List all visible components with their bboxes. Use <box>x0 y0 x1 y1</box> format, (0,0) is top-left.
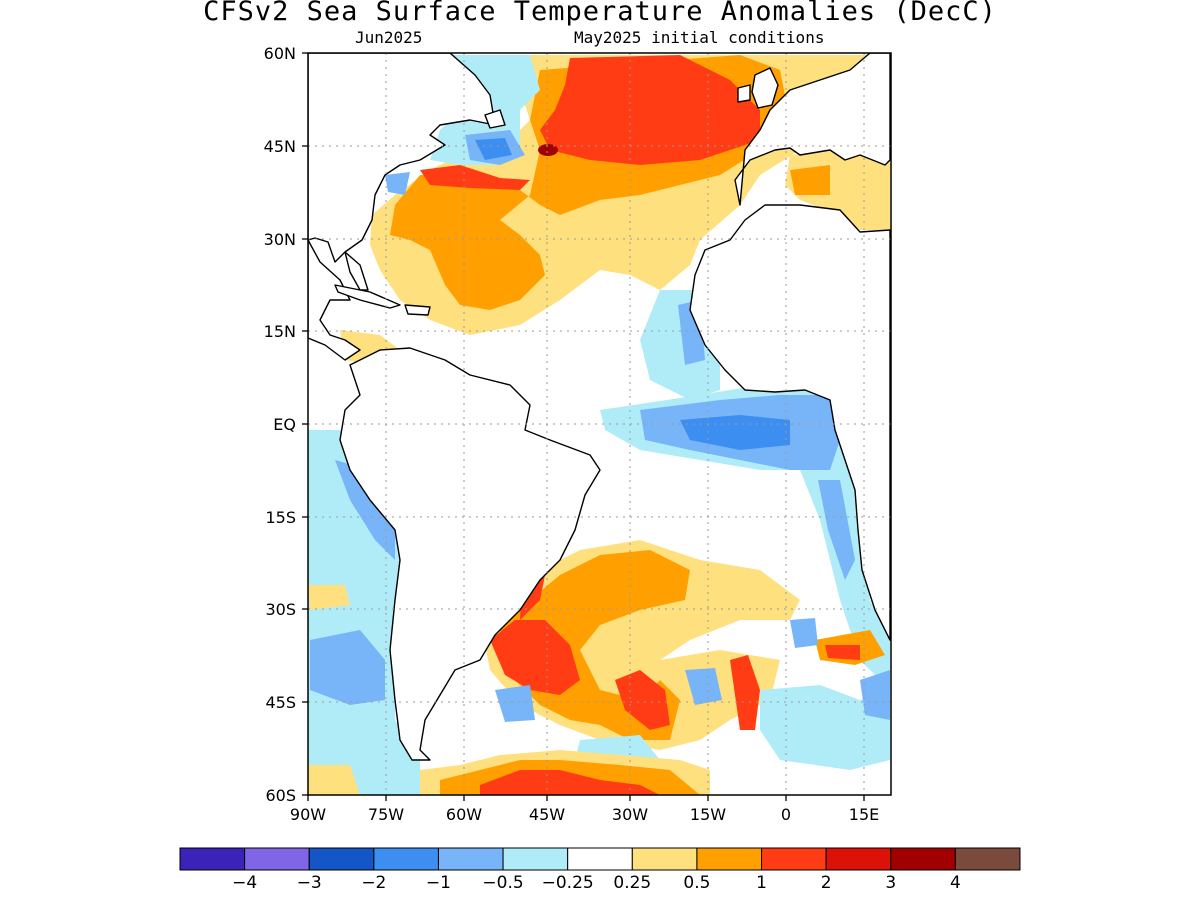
anomaly-south-atlantic-strong-3 <box>730 655 760 730</box>
lat-label: 60S <box>265 786 296 805</box>
graticule <box>308 53 891 795</box>
land-masses <box>308 53 891 761</box>
florida <box>344 251 369 291</box>
colorbar-swatch <box>502 847 569 871</box>
colorbar-swatch <box>954 847 1021 871</box>
colorbar-swatch <box>373 847 439 871</box>
colorbar-label: 1 <box>756 873 767 893</box>
colorbar-label: −2 <box>361 873 386 893</box>
colorbar-swatch <box>890 847 956 871</box>
lat-label: 60N <box>264 44 296 63</box>
colorbar-swatch <box>308 847 375 871</box>
axis-ticks <box>302 52 865 801</box>
anomaly-europe-moderate <box>790 165 830 195</box>
anomaly-southern-ocean-strong <box>480 770 660 795</box>
anomaly-hotspot <box>538 144 558 156</box>
forecast-month: Jun2025 <box>355 28 423 47</box>
colorbar-label: −1 <box>426 873 451 893</box>
anomaly-south-atlantic-strong-2 <box>615 670 670 730</box>
anomaly-pacific-moderate <box>335 460 395 560</box>
colorbar-swatch <box>696 847 763 871</box>
map-title: CFSv2 Sea Surface Temperature Anomalies … <box>203 0 997 27</box>
anomaly-southern-ocean-weak <box>308 765 360 795</box>
lat-label: 45N <box>264 137 296 156</box>
north-america <box>308 53 496 263</box>
colorbar-label: −3 <box>297 873 322 893</box>
colorbar-swatch <box>567 847 633 871</box>
anomaly-field <box>308 53 891 795</box>
anomaly-cool-patch-3 <box>790 618 818 648</box>
lon-label: 15E <box>849 805 879 824</box>
anomaly-benguela-cool <box>818 480 855 580</box>
ireland <box>737 84 751 103</box>
colorbar-swatch <box>244 847 310 871</box>
lat-label: 30N <box>264 230 296 249</box>
colorbar-label: 3 <box>885 873 896 893</box>
anomaly-north-atlantic-strong <box>540 55 760 165</box>
anomaly-cool-patch-2 <box>685 668 722 705</box>
lat-label: EQ <box>273 415 296 434</box>
lon-label: 45W <box>529 805 565 824</box>
colorbar-label: 2 <box>821 873 832 893</box>
colorbar-swatch <box>179 847 246 871</box>
colorbar-swatch <box>631 847 698 871</box>
anomaly-gulf-stream-strong <box>420 165 530 190</box>
colorbar-label: 0.5 <box>683 873 710 893</box>
colorbar-label: −0.25 <box>542 873 594 893</box>
lon-label: 90W <box>290 805 326 824</box>
lon-label: 15W <box>690 805 726 824</box>
anomaly-south-africa-strong <box>825 645 860 660</box>
lon-label: 60W <box>446 805 482 824</box>
lon-label: 30W <box>612 805 648 824</box>
hispaniola <box>404 304 431 316</box>
lat-label: 15N <box>264 322 296 341</box>
lon-label: 0 <box>781 805 791 824</box>
colorbar-label: 0.25 <box>613 873 651 893</box>
lat-label: 45S <box>265 693 296 712</box>
latitude-labels: 60N 45N 30N 15N EQ 15S 30S 45S 60S <box>264 44 296 805</box>
anomaly-cool-patch-4 <box>760 685 890 770</box>
anomaly-south-atlantic-strong <box>490 620 580 695</box>
colorbar-swatch <box>761 847 827 871</box>
colorbar-swatch <box>825 847 892 871</box>
longitude-labels: 90W 75W 60W 45W 30W 15W 0 15E <box>290 805 879 824</box>
colorbar: −4 −3 −2 −1 −0.5 −0.25 0.25 0.5 1 2 3 4 <box>179 847 1021 893</box>
newfoundland <box>484 109 506 129</box>
cuba <box>334 284 401 309</box>
anomaly-pacific-warm <box>308 585 350 610</box>
central-america <box>308 239 361 361</box>
europe <box>734 53 891 206</box>
british-isles <box>751 67 779 109</box>
colorbar-swatch <box>437 847 504 871</box>
lat-label: 15S <box>265 508 296 527</box>
colorbar-label: 4 <box>950 873 961 893</box>
africa <box>689 204 891 641</box>
lat-label: 30S <box>265 600 296 619</box>
initial-conditions: May2025 initial conditions <box>574 28 825 47</box>
anomaly-cool-patch-5 <box>860 670 890 720</box>
anomaly-grand-banks-cool-3 <box>475 138 512 160</box>
anomaly-cool-patch-1 <box>495 685 535 722</box>
anomaly-us-coast-cool <box>385 172 410 195</box>
south-america <box>339 347 601 761</box>
colorbar-label: −4 <box>232 873 257 893</box>
anomaly-pacific-moderate-2 <box>310 630 385 705</box>
colorbar-label: −0.5 <box>482 873 523 893</box>
lon-label: 75W <box>368 805 404 824</box>
